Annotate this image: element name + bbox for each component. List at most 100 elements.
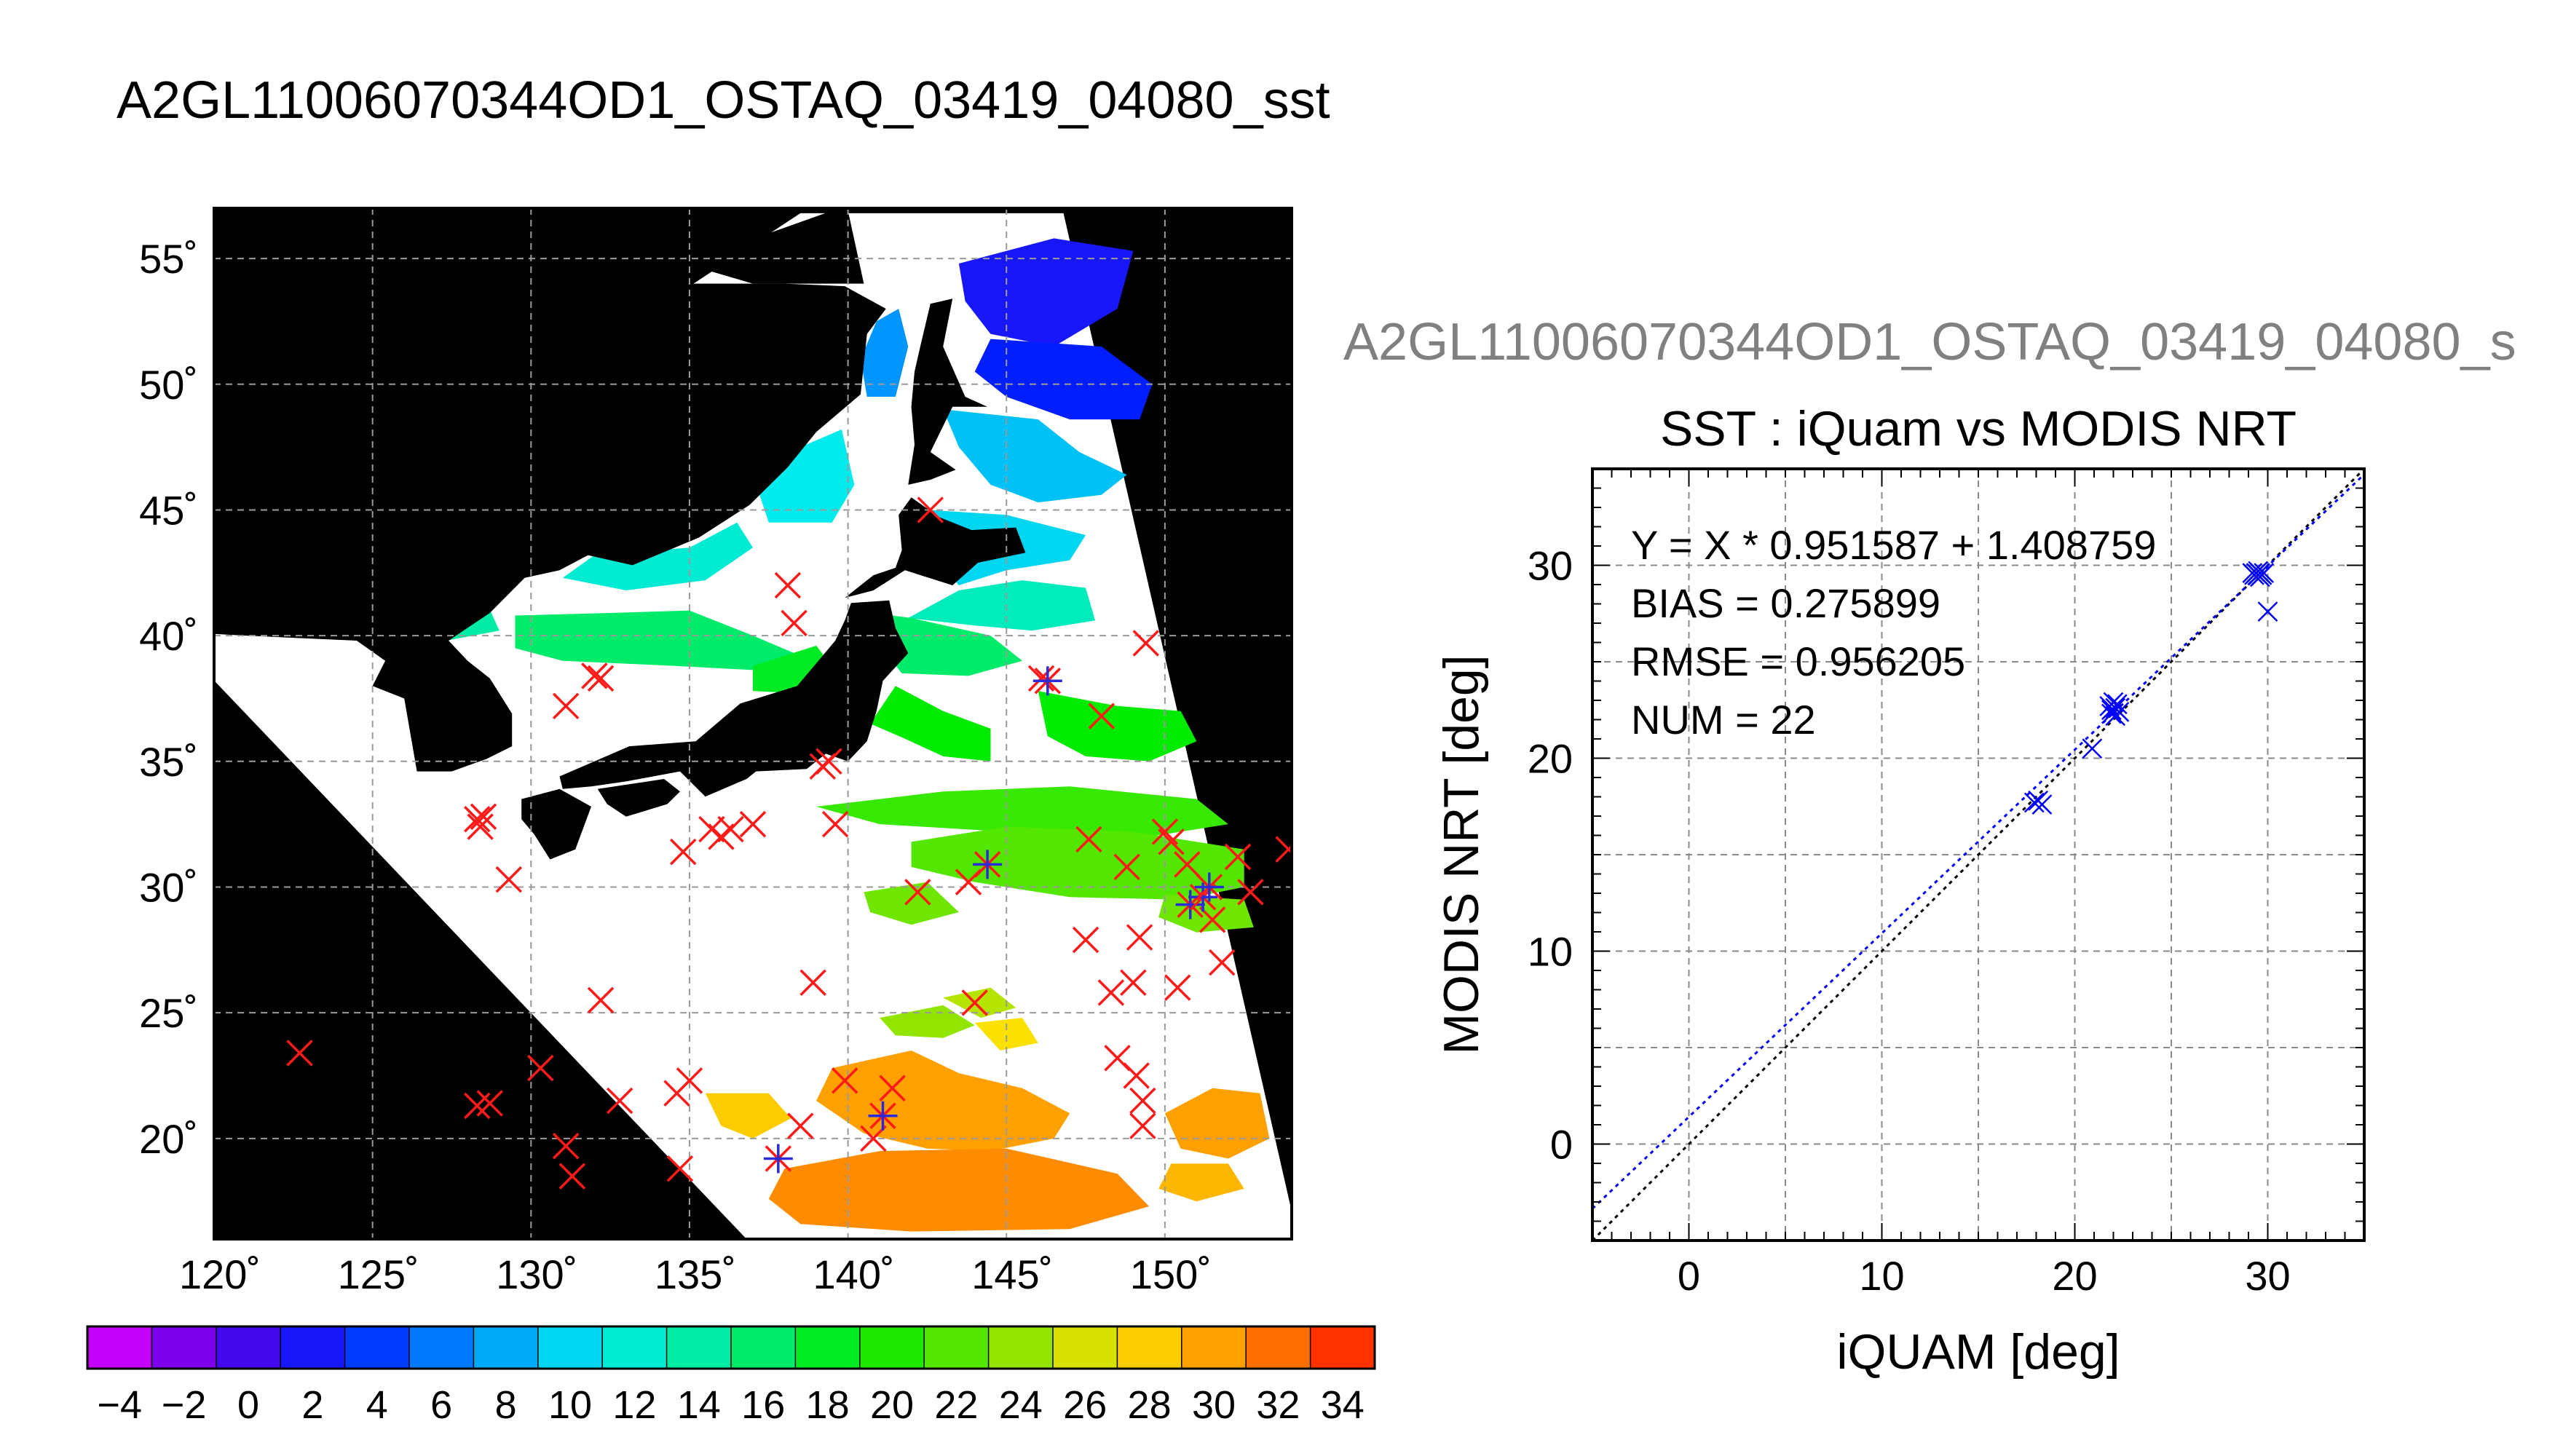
red-marker-stroke [821, 810, 849, 838]
sst-region [1158, 1163, 1244, 1202]
colorbar-cell [280, 1326, 346, 1369]
red-marker-stroke [1120, 969, 1147, 996]
map-frame [213, 207, 1293, 1241]
lat-tick-label: 35˚ [139, 739, 198, 785]
colorbar-tick-label: 16 [741, 1383, 785, 1427]
colorbar-tick-label: 18 [806, 1383, 850, 1427]
sst-region [816, 1051, 1070, 1152]
regression-line [1592, 473, 2364, 1210]
colorbar-tick-label: 28 [1128, 1383, 1172, 1427]
red-marker [587, 665, 615, 692]
sst-region [958, 238, 1134, 347]
red-marker-stroke [1164, 974, 1191, 1001]
scatter-file-title: A2GL11006070344OD1_OSTAQ_03419_04080_s [1343, 313, 2516, 371]
scatter-title: SST : iQuam vs MODIS NRT [1660, 401, 2297, 456]
scatter-point-stroke [2023, 792, 2045, 813]
lat-tick-label: 20˚ [139, 1116, 198, 1162]
colorbar-cell [1053, 1326, 1118, 1369]
blue-star-marker [1194, 872, 1224, 902]
red-marker [1208, 949, 1236, 976]
land-mask [449, 962, 478, 973]
blue-star-marker [763, 1144, 793, 1174]
rmse-stat: RMSE = 0.956205 [1631, 638, 1965, 684]
sst-region [861, 309, 909, 397]
sst-region [816, 786, 1228, 837]
red-marker-stroke [1129, 1087, 1156, 1115]
iquam-buoy-markers [286, 496, 1292, 1190]
red-marker [587, 986, 615, 1014]
colorbar-cell [988, 1326, 1054, 1369]
colorbar-tick-label: 12 [612, 1383, 656, 1427]
red-marker [467, 813, 494, 840]
scatter-point-stroke [2031, 794, 2053, 815]
colorbar-tick-label: 32 [1256, 1383, 1300, 1427]
sst-region [974, 339, 1153, 420]
red-marker [286, 1040, 313, 1067]
scatter-x-tick-labels: 0 10 20 30 [1678, 1253, 2291, 1299]
lat-tick-label: 55˚ [139, 236, 198, 282]
main-title: A2GL11006070344OD1_OSTAQ_03419_04080_sst [117, 71, 1330, 130]
sst-region [515, 610, 801, 671]
scatter-point-stroke [2257, 601, 2278, 622]
red-marker [1158, 828, 1185, 855]
red-marker-stroke [1174, 851, 1201, 878]
colorbar-tick-label: 4 [366, 1383, 388, 1427]
scatter-point [2023, 792, 2045, 813]
red-marker [1132, 630, 1160, 657]
scatter-content [1592, 469, 2364, 1241]
colorbar-tick-labels: −4 −2 0 2 4 6 8 10 12 14 16 18 20 22 24 26 28 30 32 34 [97, 1383, 1364, 1427]
red-marker [787, 1112, 814, 1139]
sst-region [705, 1093, 791, 1139]
lon-tick-label: 130˚ [496, 1251, 577, 1297]
scatter-points [2023, 561, 2278, 815]
colorbar-frame [86, 1325, 1376, 1370]
red-marker [1097, 979, 1125, 1006]
colorbar-cell [602, 1326, 668, 1369]
red-marker-stroke [464, 806, 491, 833]
lat-tick-label: 45˚ [139, 487, 198, 533]
red-marker [831, 1067, 858, 1094]
red-marker-stroke [581, 662, 608, 689]
longitude-axis-labels: 120˚ 125˚ 130˚ 135˚ 140˚ 145˚ 150˚ [179, 1251, 1212, 1297]
colorbar-cell [1310, 1326, 1375, 1369]
sst-region [943, 409, 1127, 503]
red-marker-stroke [470, 803, 497, 831]
red-marker [666, 1155, 694, 1182]
scatter-point-stroke [2109, 702, 2130, 722]
scatter-point [2257, 601, 2278, 622]
colorbar-cell [1181, 1326, 1247, 1369]
colorbar-cell [409, 1326, 474, 1369]
red-marker-stroke [495, 866, 523, 893]
red-marker [1113, 853, 1140, 881]
red-marker [495, 866, 523, 893]
red-marker [739, 810, 767, 838]
scatter-x-tick-label: 20 [2052, 1253, 2097, 1299]
num-stat: NUM = 22 [1631, 697, 1816, 743]
sst-map: 20˚ 25˚ 30˚ 35˚ 40˚ 45˚ 50˚ 55˚ 120˚ 125˚ 130˚ 135… [139, 207, 1293, 1297]
colorbar-tick-label: 10 [548, 1383, 592, 1427]
colorbar-cells [87, 1326, 1375, 1369]
red-marker-stroke [1088, 703, 1115, 729]
red-marker-stroke [606, 1087, 633, 1115]
red-marker [552, 692, 580, 720]
colorbar-cell [1117, 1326, 1182, 1369]
red-marker-stroke [1104, 1045, 1131, 1072]
scatter-point [2109, 702, 2130, 722]
red-marker-stroke [816, 748, 842, 775]
lat-tick-label: 25˚ [139, 990, 198, 1036]
red-marker-stroke [917, 496, 944, 523]
red-marker-stroke [1198, 906, 1226, 933]
red-marker-stroke [831, 1067, 858, 1094]
scatter-ticks [1592, 468, 2365, 1241]
red-marker [717, 815, 744, 843]
lon-tick-label: 150˚ [1130, 1251, 1212, 1297]
y-axis-label: MODIS NRT [deg] [1434, 654, 1489, 1054]
scatter-point [2031, 794, 2053, 815]
red-marker-stroke [1129, 1112, 1156, 1139]
colorbar-tick-label: 34 [1321, 1383, 1365, 1427]
scatter-y-tick-labels: 0 10 20 30 [1528, 543, 1573, 1168]
red-marker-stroke [1072, 926, 1099, 954]
land-masks [214, 210, 1026, 973]
colorbar-tick-label: 2 [301, 1383, 323, 1427]
land-mask [908, 298, 988, 485]
